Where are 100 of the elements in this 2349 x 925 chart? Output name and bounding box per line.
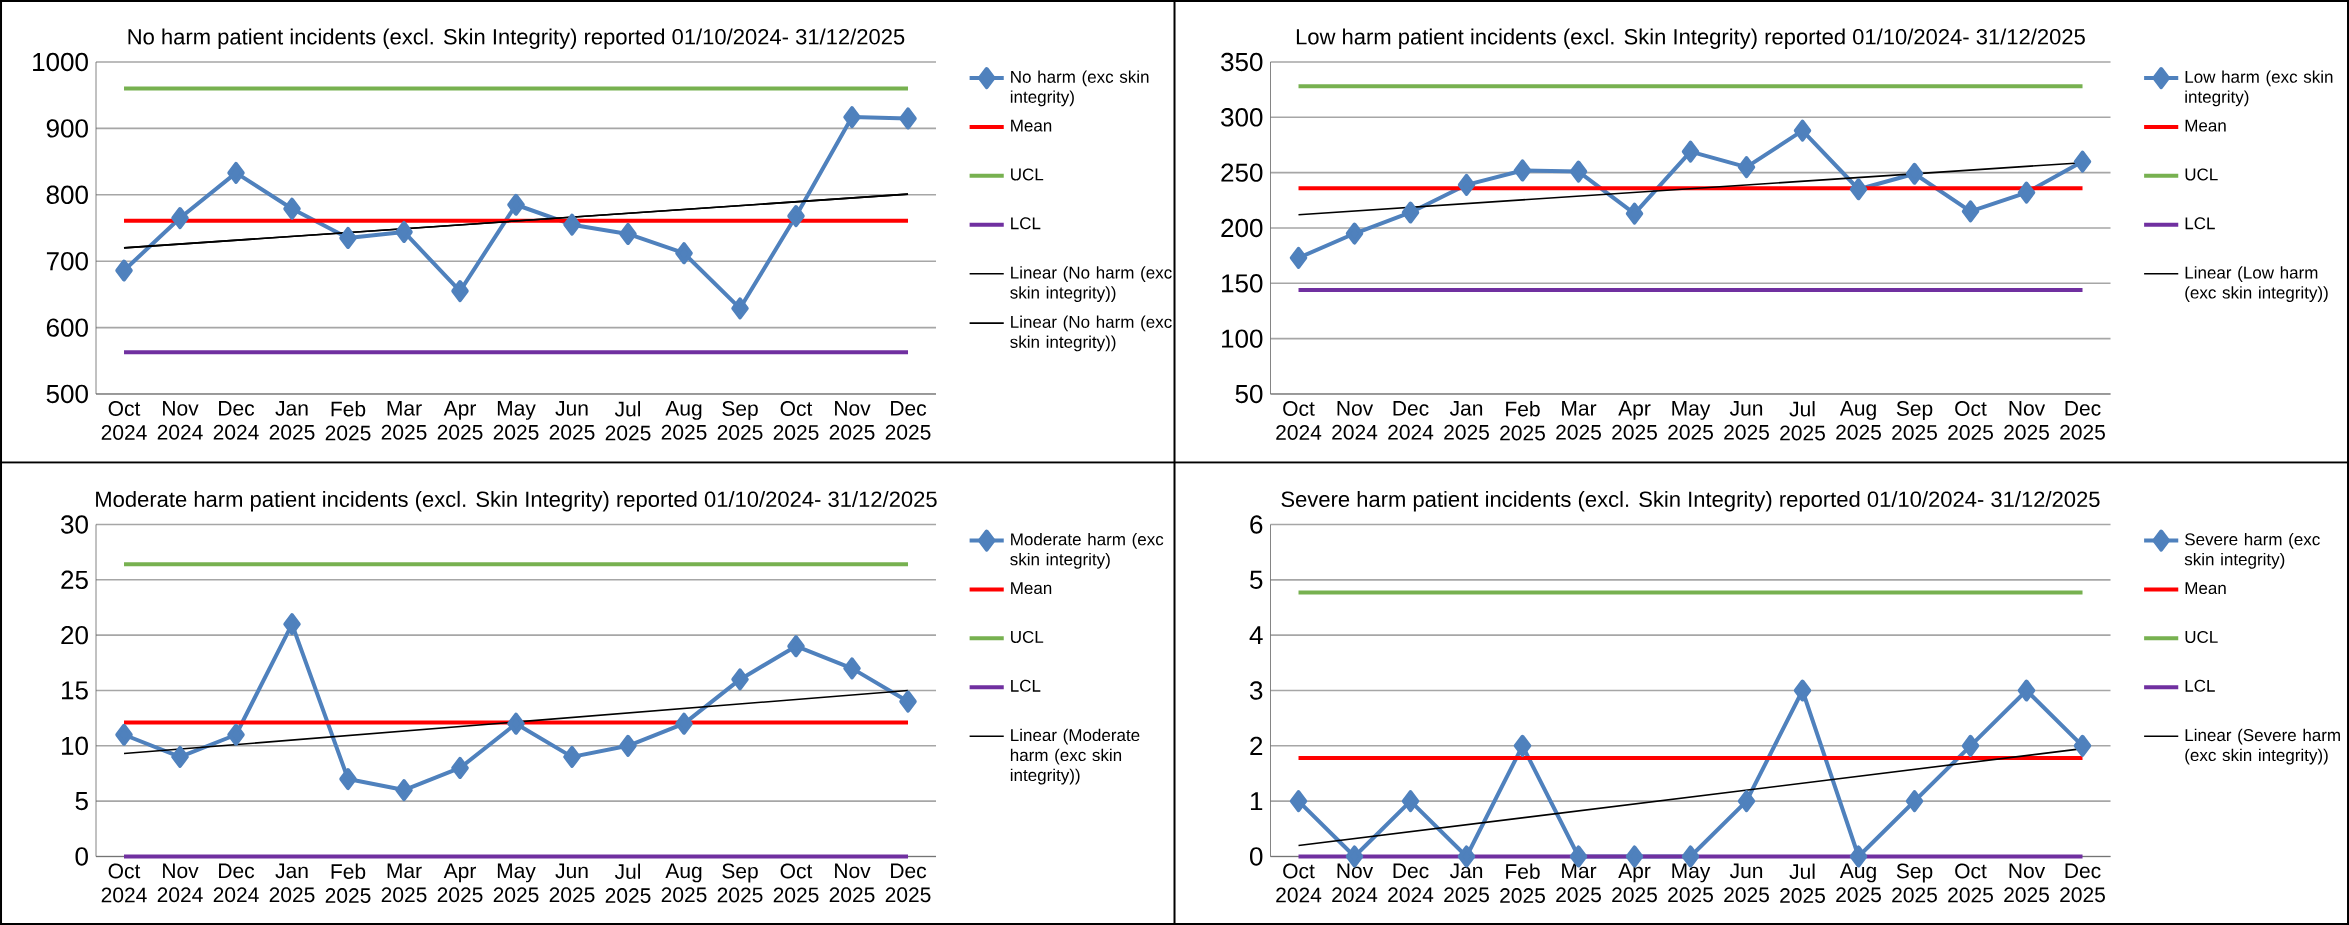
chart-title: Severe harm patient incidents (excl. Skin Integrity) reported 01/10/2024- 31/12/2025	[1281, 490, 2100, 512]
x-tick-label: Jan 2025	[269, 401, 315, 440]
y-tick-label: 1	[1250, 792, 1263, 811]
x-tick-label: Jun 2025	[549, 401, 595, 440]
y-tick-label: 200	[1221, 218, 1263, 238]
x-tick-label: Apr 2025	[437, 401, 483, 440]
x-tick-label: Jul 2025	[605, 863, 651, 903]
x-tick-label: Mar 2025	[1556, 863, 1601, 903]
x-tick-label: Jan 2025	[1444, 401, 1489, 440]
x-tick-label: Nov 2025	[829, 401, 875, 440]
x-tick-label: May 2025	[493, 863, 539, 903]
legend-label: Mean	[1011, 582, 1052, 595]
x-tick-label: Dec 2025	[885, 401, 931, 440]
y-tick-label: 15	[62, 681, 88, 700]
x-tick-label: Oct 2024	[1276, 401, 1322, 440]
x-tick-label: Mar 2025	[1556, 401, 1601, 440]
y-tick-label: 900	[46, 119, 88, 138]
y-tick-label: 4	[1249, 626, 1263, 645]
legend-label: Moderate harm (exc skin integrity)	[1010, 532, 1164, 569]
x-tick-label: Sep 2025	[717, 401, 763, 440]
legend-label: Severe harm (exc skin integrity)	[2184, 532, 2320, 569]
x-tick-label: Apr 2025	[1612, 401, 1657, 440]
legend-label: Linear (No harm (exc skin integrity))	[1010, 315, 1172, 352]
x-tick-label: Nov 2025	[2004, 401, 2049, 440]
x-tick-label: Oct 2025	[773, 401, 819, 440]
x-tick-label: Oct 2024	[1276, 863, 1322, 903]
y-tick-label: 350	[1221, 52, 1263, 72]
x-tick-label: Aug 2025	[661, 401, 707, 440]
legend-label: No harm (exc skin integrity)	[1010, 70, 1149, 107]
x-tick-label: Nov 2025	[2004, 863, 2049, 903]
x-tick-label: Aug 2025	[1836, 401, 1881, 440]
x-tick-label: Jul 2025	[1780, 401, 1825, 441]
x-tick-label: Jun 2025	[549, 863, 595, 903]
y-tick-label: 0	[75, 847, 88, 866]
legend-label: LCL	[1011, 217, 1041, 230]
x-tick-label: Nov 2024	[157, 863, 203, 903]
y-tick-label: 600	[46, 318, 88, 337]
y-tick-label: 500	[46, 384, 88, 404]
x-tick-label: Nov 2025	[829, 863, 875, 903]
y-tick-label: 2	[1250, 736, 1263, 755]
y-tick-label: 0	[1249, 847, 1263, 866]
legend-label: LCL	[2185, 679, 2215, 692]
x-tick-label: Oct 2025	[1948, 863, 1993, 903]
x-tick-label: May 2025	[1668, 863, 1713, 903]
x-tick-label: Dec 2024	[1388, 863, 1434, 903]
y-tick-label: 6	[1250, 515, 1263, 534]
x-tick-label: Dec 2025	[2060, 401, 2105, 440]
x-tick-label: Feb 2025	[1500, 401, 1545, 441]
x-tick-label: May 2025	[493, 401, 539, 440]
legend-label: UCL	[1011, 168, 1044, 181]
x-tick-label: Jul 2025	[605, 401, 651, 441]
x-tick-label: Dec 2025	[885, 863, 931, 903]
x-tick-label: Oct 2024	[101, 863, 147, 903]
legend-label: UCL	[2185, 168, 2218, 181]
y-tick-label: 50	[1235, 384, 1263, 404]
x-tick-label: Dec 2024	[213, 401, 259, 440]
x-tick-label: Apr 2025	[437, 863, 483, 903]
legend-label: LCL	[2185, 217, 2215, 230]
chart-title: Moderate harm patient incidents (excl. Skin Integrity) reported 01/10/2024- 31/12/2025	[96, 490, 937, 512]
y-tick-label: 30	[61, 515, 88, 534]
y-tick-label: 3	[1249, 681, 1263, 700]
x-tick-label: Feb 2025	[325, 863, 371, 903]
y-tick-label: 5	[75, 792, 88, 811]
x-tick-label: Feb 2025	[325, 401, 371, 441]
x-tick-label: May 2025	[1668, 401, 1713, 440]
x-tick-label: Mar 2025	[381, 401, 427, 440]
y-tick-label: 800	[46, 185, 88, 204]
x-tick-label: Nov 2024	[1332, 401, 1378, 440]
legend-label: Linear (Low harm (exc skin integrity))	[2185, 266, 2328, 302]
y-tick-label: 10	[62, 736, 88, 756]
x-tick-label: Sep 2025	[1892, 863, 1937, 903]
chart-title: No harm patient incidents (excl. Skin Integrity) reported 01/10/2024- 31/12/2025	[128, 28, 905, 49]
legend-label: LCL	[1011, 679, 1041, 692]
legend-label: UCL	[2185, 630, 2218, 643]
x-tick-label: Dec 2025	[2060, 863, 2105, 903]
legend-label: Mean	[2185, 119, 2226, 132]
x-tick-label: Sep 2025	[717, 863, 763, 903]
x-tick-label: Dec 2024	[213, 863, 259, 903]
x-tick-label: Feb 2025	[1500, 863, 1545, 903]
x-tick-label: Jun 2025	[1724, 863, 1769, 903]
x-tick-label: Mar 2025	[381, 863, 427, 903]
x-tick-label: Jan 2025	[269, 863, 315, 903]
legend-label: Low harm (exc skin integrity)	[2185, 70, 2333, 107]
legend-label: UCL	[1011, 630, 1044, 643]
x-tick-label: Apr 2025	[1612, 863, 1657, 903]
x-tick-label: Oct 2025	[773, 863, 819, 903]
y-tick-label: 700	[46, 251, 88, 271]
y-tick-label: 25	[61, 570, 88, 590]
x-tick-label: Dec 2024	[1388, 401, 1434, 440]
y-tick-label: 1000	[33, 52, 88, 72]
x-tick-label: Nov 2024	[1332, 863, 1378, 903]
legend-label: Mean	[2185, 582, 2226, 595]
y-tick-label: 300	[1221, 108, 1263, 127]
y-tick-label: 5	[1250, 570, 1263, 589]
x-tick-label: Jul 2025	[1780, 863, 1825, 903]
legend-label: Linear (No harm (exc skin integrity))	[1010, 266, 1172, 302]
legend-label: Linear (Moderate harm (exc skin integrity))	[1010, 728, 1140, 785]
chart-title: Low harm patient incidents (excl. Skin Integrity) reported 01/10/2024- 31/12/2025	[1296, 28, 2085, 49]
x-tick-label: Nov 2024	[157, 401, 203, 440]
y-tick-label: 20	[61, 625, 88, 645]
